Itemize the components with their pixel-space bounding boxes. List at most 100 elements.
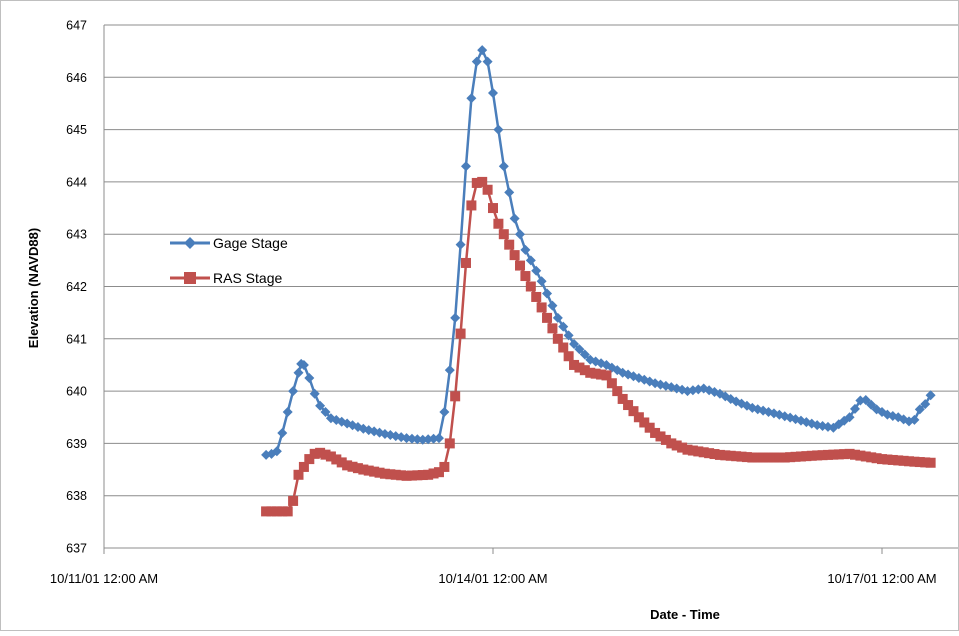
data-point bbox=[596, 369, 607, 380]
data-point bbox=[288, 386, 299, 397]
data-point bbox=[812, 450, 823, 461]
data-point bbox=[904, 456, 915, 467]
data-point bbox=[909, 456, 920, 467]
data-point bbox=[569, 359, 580, 370]
data-point bbox=[779, 452, 790, 463]
y-tick-label: 643 bbox=[66, 228, 87, 242]
data-point bbox=[844, 448, 855, 459]
data-point bbox=[585, 367, 596, 378]
data-point bbox=[866, 399, 877, 410]
data-point bbox=[455, 328, 466, 339]
axes: 637 638 639 640 641 642 643 644 645 646 647 10/11/0… bbox=[50, 19, 958, 586]
data-point bbox=[606, 378, 617, 389]
data-point bbox=[893, 455, 904, 466]
data-point bbox=[849, 403, 860, 414]
data-point bbox=[525, 281, 536, 292]
data-point bbox=[909, 414, 920, 425]
data-point bbox=[731, 451, 742, 462]
legend-item: Gage Stage bbox=[170, 235, 288, 251]
x-tick-label: 10/17/01 12:00 AM bbox=[827, 571, 936, 586]
data-point bbox=[406, 470, 417, 481]
data-point bbox=[520, 271, 531, 282]
data-point bbox=[887, 454, 898, 465]
data-point bbox=[471, 177, 482, 188]
data-point bbox=[558, 321, 569, 332]
data-point bbox=[336, 457, 347, 468]
data-point bbox=[531, 291, 542, 302]
data-point bbox=[515, 260, 526, 271]
data-point bbox=[795, 451, 806, 462]
data-point bbox=[536, 276, 547, 287]
data-point bbox=[277, 427, 288, 438]
y-tick-label: 647 bbox=[66, 19, 87, 33]
data-point bbox=[277, 506, 288, 517]
data-point bbox=[315, 400, 326, 411]
data-point bbox=[704, 448, 715, 459]
series-1 bbox=[261, 176, 936, 517]
data-point bbox=[347, 461, 358, 472]
data-point bbox=[471, 56, 482, 67]
data-point bbox=[428, 468, 439, 479]
data-point bbox=[806, 450, 817, 461]
data-point bbox=[417, 470, 428, 481]
data-point bbox=[282, 506, 293, 517]
data-point bbox=[633, 412, 644, 423]
y-tick-label: 646 bbox=[66, 71, 87, 85]
data-point bbox=[693, 446, 704, 457]
legend-marker bbox=[184, 272, 196, 284]
data-point bbox=[785, 452, 796, 463]
data-point bbox=[752, 452, 763, 463]
data-point bbox=[298, 461, 309, 472]
data-point bbox=[493, 124, 504, 135]
data-point bbox=[563, 330, 574, 341]
data-point bbox=[860, 394, 871, 405]
data-point bbox=[466, 200, 477, 211]
data-point bbox=[601, 370, 612, 381]
legend: Gage Stage RAS Stage bbox=[170, 235, 288, 286]
data-point bbox=[590, 368, 601, 379]
data-point bbox=[466, 93, 477, 104]
data-point bbox=[450, 312, 461, 323]
data-point bbox=[747, 452, 758, 463]
y-tick-label: 640 bbox=[66, 385, 87, 399]
data-point bbox=[682, 444, 693, 455]
data-point bbox=[477, 45, 488, 56]
data-point bbox=[579, 365, 590, 376]
data-point bbox=[288, 495, 299, 506]
data-point bbox=[855, 450, 866, 461]
data-point bbox=[574, 344, 585, 355]
series-layer bbox=[261, 45, 936, 517]
data-point bbox=[552, 312, 563, 323]
x-tick-label: 10/14/01 12:00 AM bbox=[438, 571, 547, 586]
data-point bbox=[444, 365, 455, 376]
data-point bbox=[860, 451, 871, 462]
data-point bbox=[433, 467, 444, 478]
data-point bbox=[271, 446, 282, 457]
data-point bbox=[309, 388, 320, 399]
data-point bbox=[493, 218, 504, 229]
data-point bbox=[817, 450, 828, 461]
data-point bbox=[498, 161, 509, 172]
data-point bbox=[547, 323, 558, 334]
data-point bbox=[450, 391, 461, 402]
data-point bbox=[385, 469, 396, 480]
data-point bbox=[574, 362, 585, 373]
data-point bbox=[898, 455, 909, 466]
data-point bbox=[671, 440, 682, 451]
data-point bbox=[774, 452, 785, 463]
series-0 bbox=[261, 45, 936, 460]
data-point bbox=[914, 404, 925, 415]
data-point bbox=[828, 449, 839, 460]
data-point bbox=[504, 239, 515, 250]
data-point bbox=[709, 449, 720, 460]
data-point bbox=[569, 339, 580, 350]
data-point bbox=[563, 351, 574, 362]
y-tick-label: 642 bbox=[66, 280, 87, 294]
y-tick-label: 644 bbox=[66, 175, 87, 189]
data-point bbox=[839, 449, 850, 460]
data-point bbox=[460, 161, 471, 172]
data-point bbox=[736, 451, 747, 462]
data-point bbox=[660, 434, 671, 445]
data-point bbox=[536, 302, 547, 313]
